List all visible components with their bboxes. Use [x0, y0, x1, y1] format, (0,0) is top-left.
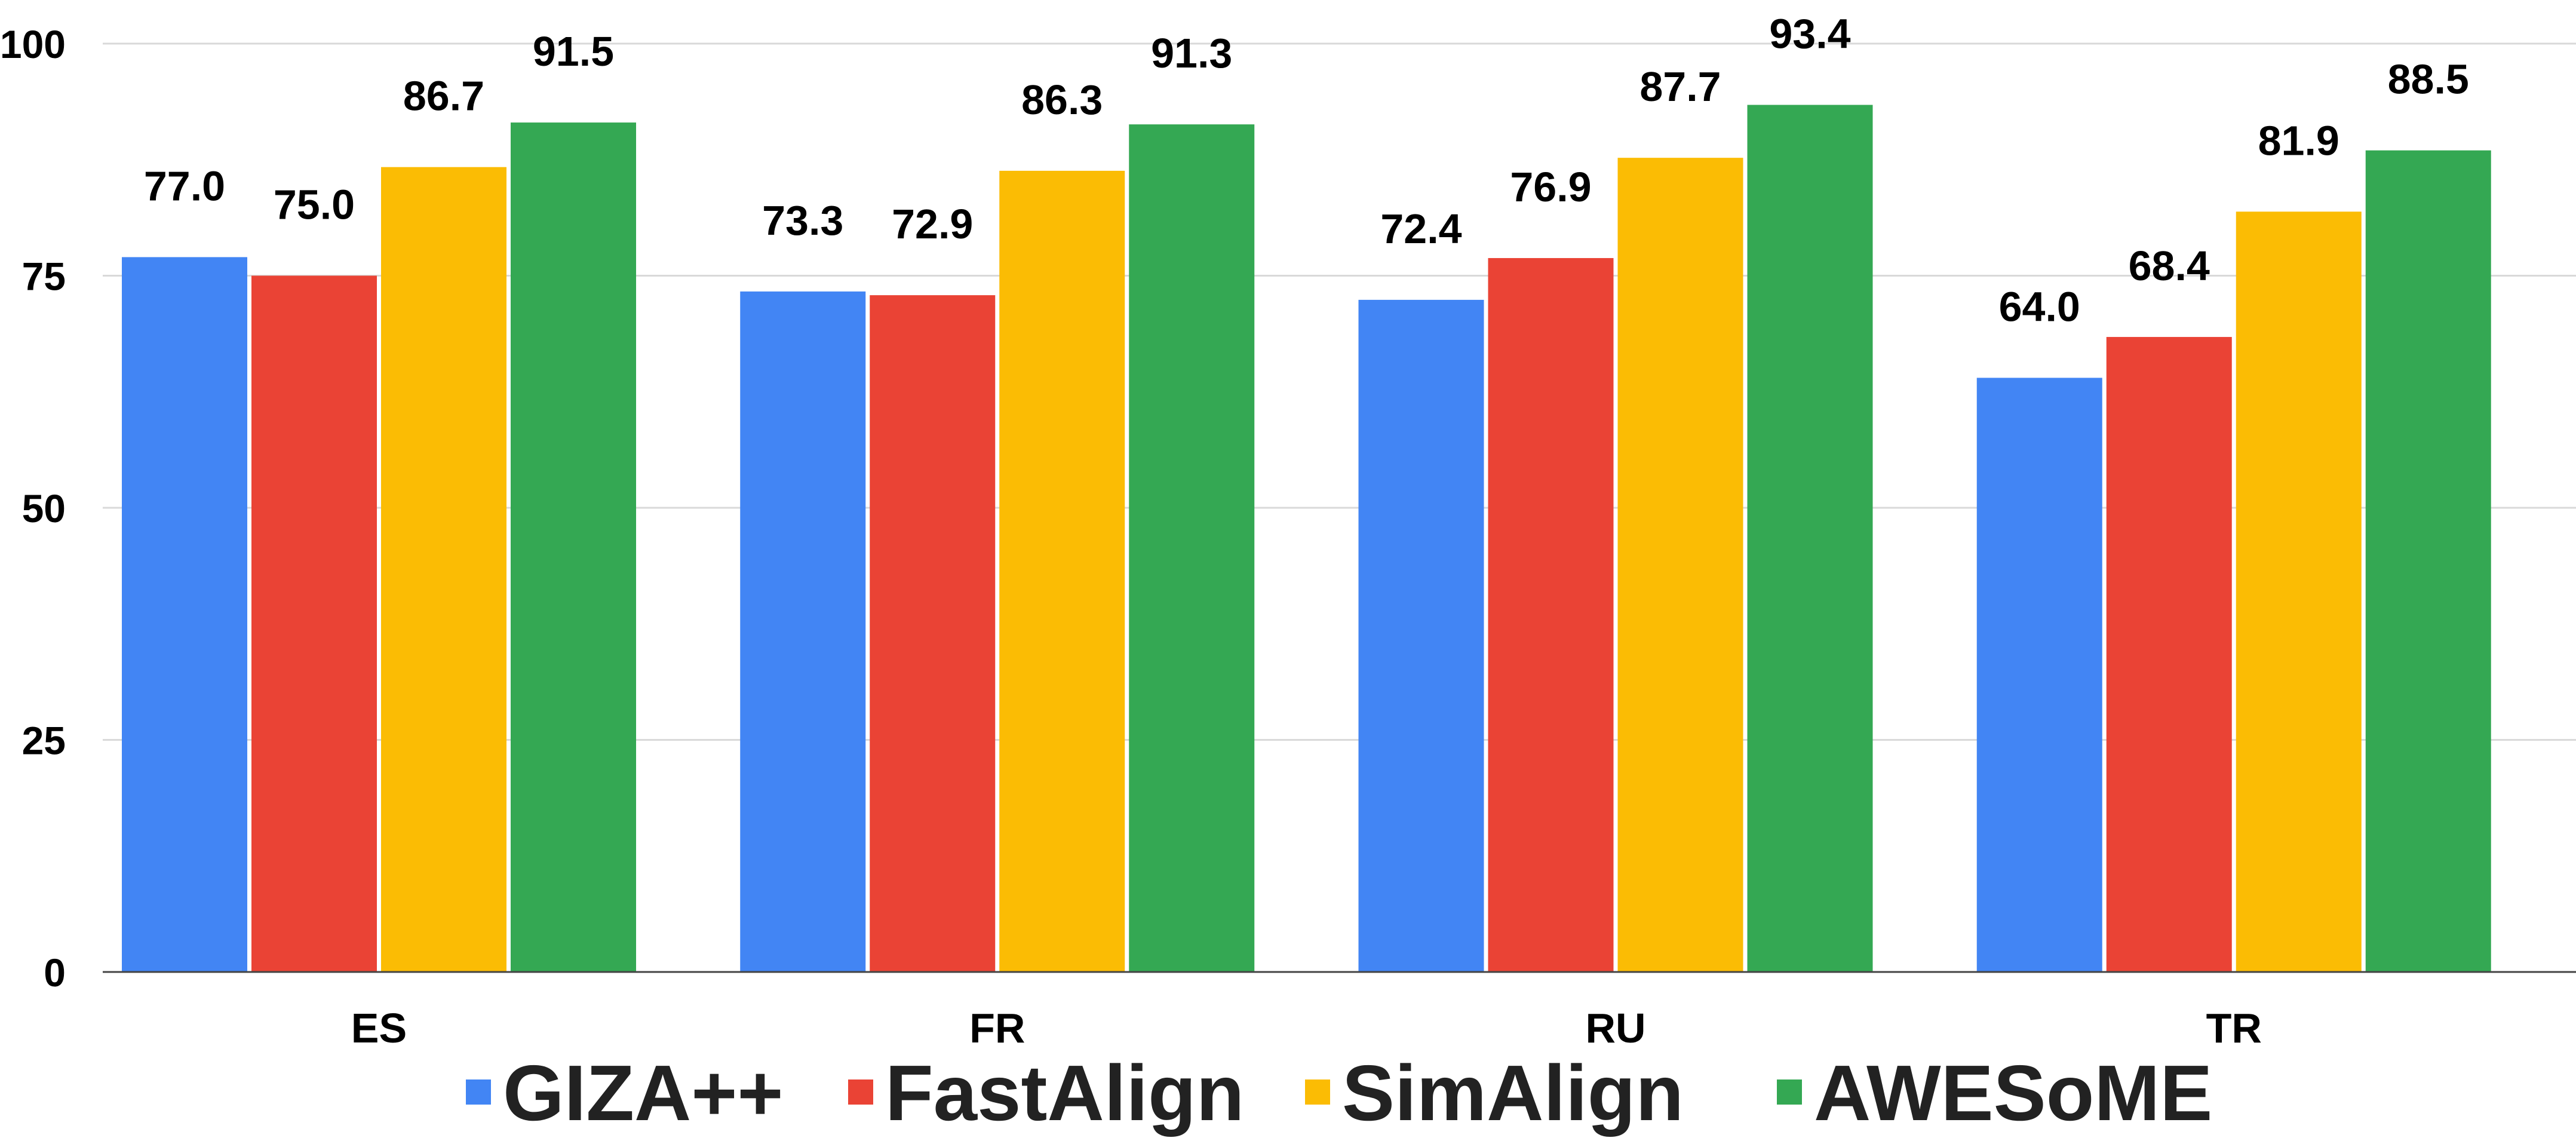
- legend-swatch: [848, 1079, 873, 1105]
- x-axis-categories: ES FR RU TR: [351, 1005, 2262, 1051]
- data-label: 81.9: [2258, 117, 2339, 164]
- legend-swatch: [466, 1079, 491, 1105]
- data-label: 91.5: [533, 28, 614, 75]
- data-label: 88.5: [2388, 56, 2469, 103]
- data-label: 73.3: [762, 197, 843, 244]
- legend-label: FastAlign: [885, 1049, 1244, 1137]
- legend: GIZA++ FastAlign SimAlign AWESoME: [466, 1049, 2212, 1137]
- y-tick-label: 50: [22, 486, 66, 530]
- y-tick-label: 0: [44, 950, 66, 995]
- y-tick-label: 75: [22, 254, 66, 299]
- legend-swatch: [1305, 1079, 1330, 1105]
- y-tick-label: 100: [0, 22, 66, 66]
- data-label: 87.7: [1639, 63, 1721, 110]
- bar-fastalign-tr: [2106, 337, 2232, 973]
- data-label: 93.4: [1769, 11, 1850, 57]
- data-label: 91.3: [1151, 30, 1232, 76]
- data-labels: 77.0 75.0 86.7 91.5 73.3 72.9 86.3 91.3 72.4 76.9…: [144, 11, 2469, 330]
- bar-fastalign-fr: [870, 295, 996, 972]
- bar-simalign-fr: [999, 170, 1125, 973]
- bars: [122, 105, 2491, 973]
- data-label: 86.3: [1021, 76, 1103, 123]
- legend-label: GIZA++: [503, 1049, 783, 1137]
- data-label: 64.0: [1999, 283, 2080, 330]
- bar-awesome-tr: [2365, 150, 2491, 973]
- data-label: 72.9: [892, 201, 973, 247]
- data-label: 86.7: [403, 73, 484, 119]
- x-category-label: FR: [969, 1005, 1025, 1051]
- bar-fastalign-ru: [1488, 257, 1614, 972]
- y-tick-label: 25: [22, 719, 66, 763]
- bar-giza--fr: [740, 291, 866, 973]
- x-category-label: RU: [1585, 1005, 1645, 1051]
- data-label: 76.9: [1510, 164, 1591, 210]
- bar-giza--ru: [1358, 299, 1484, 972]
- bar-simalign-es: [381, 167, 506, 972]
- data-label: 72.4: [1380, 206, 1462, 252]
- legend-label: SimAlign: [1342, 1049, 1684, 1137]
- data-label: 75.0: [274, 182, 355, 228]
- bar-giza--tr: [1976, 378, 2102, 972]
- bar-simalign-ru: [1617, 158, 1743, 973]
- x-category-label: ES: [351, 1005, 407, 1051]
- bar-awesome-fr: [1129, 124, 1255, 972]
- legend-label: AWESoME: [1814, 1049, 2212, 1137]
- data-label: 68.4: [2129, 243, 2210, 289]
- legend-swatch: [1777, 1079, 1802, 1105]
- bar-giza--es: [122, 257, 247, 972]
- bar-simalign-tr: [2236, 211, 2362, 973]
- data-label: 77.0: [144, 162, 225, 209]
- bar-awesome-es: [511, 122, 636, 973]
- bar-awesome-ru: [1747, 105, 1873, 973]
- bar-fastalign-es: [251, 275, 377, 972]
- y-axis-ticks: 0 25 50 75 100: [0, 22, 66, 995]
- x-category-label: TR: [2206, 1005, 2262, 1051]
